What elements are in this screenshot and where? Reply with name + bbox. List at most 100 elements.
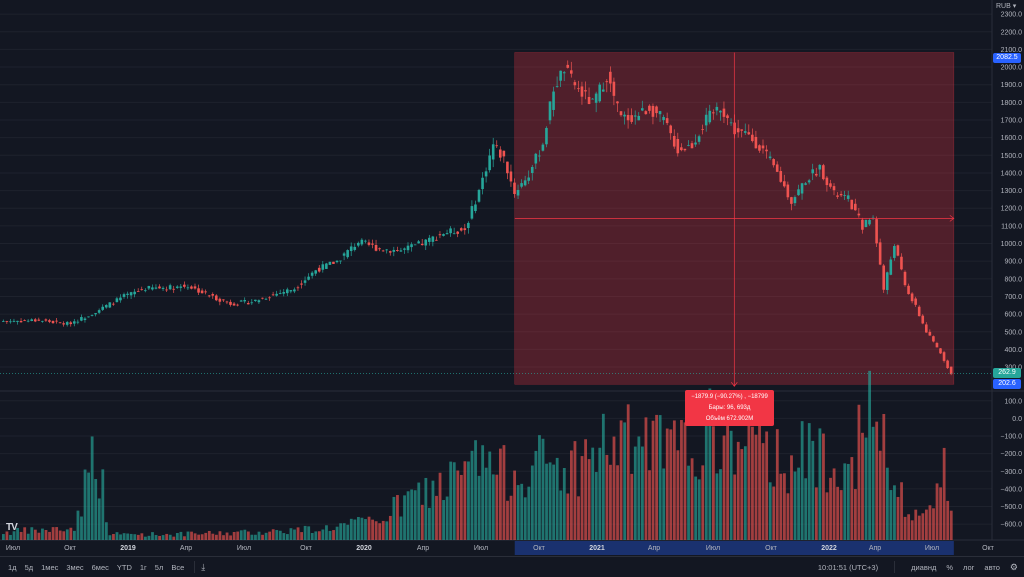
candle-body — [715, 106, 719, 111]
candle-body — [854, 203, 857, 211]
volume-bar — [768, 482, 772, 540]
volume-bar — [573, 441, 577, 540]
volume-bar — [41, 528, 44, 540]
volume-bar — [119, 534, 122, 540]
volume-bar — [154, 535, 158, 540]
volume-bar — [16, 527, 19, 540]
currency-selector[interactable]: RUB ▾ — [996, 3, 1017, 10]
candle-body — [740, 129, 743, 131]
volume-bar — [680, 420, 683, 540]
volume-bar — [683, 422, 687, 540]
volume-bar — [268, 531, 272, 540]
volume-bar — [392, 496, 396, 540]
settings-icon[interactable]: ⚙ — [1009, 561, 1018, 572]
volume-bar — [491, 474, 495, 540]
volume-bar — [580, 456, 584, 540]
clock-display[interactable]: 10:01:51 (UTC+3) — [817, 562, 879, 572]
candle-body — [648, 105, 651, 111]
candle-body — [644, 111, 648, 115]
scale-adjust-button[interactable]: диавнд — [911, 562, 937, 572]
volume-bar — [438, 472, 442, 540]
candle-body — [701, 129, 704, 131]
volume-bar — [885, 467, 889, 540]
chart-canvas[interactable]: 2300.0 2200.0 2100.0 2000.0 1900.0 1800.0 1700… — [0, 0, 1024, 556]
volume-bar — [87, 472, 90, 540]
volume-bar — [339, 523, 343, 540]
candle-body — [388, 251, 392, 253]
volume-bar — [818, 428, 822, 540]
range-1m-button[interactable]: 1мес — [41, 562, 59, 572]
candle-body — [672, 135, 676, 147]
volume-bar — [381, 520, 385, 540]
volume-bar — [65, 529, 69, 540]
candle-body — [914, 298, 917, 305]
candle-body — [790, 197, 793, 204]
candle-body — [939, 348, 942, 354]
volume-bar — [935, 483, 939, 540]
candle-body — [360, 239, 364, 245]
volume-bar — [513, 470, 516, 540]
volume-bar — [229, 535, 232, 540]
volume-bar — [144, 536, 147, 540]
volume-bar — [317, 531, 321, 540]
volume-bar — [719, 469, 722, 540]
range-5y-button[interactable]: 5л — [154, 562, 164, 572]
candle-body — [722, 108, 726, 117]
volume-bar — [910, 520, 914, 540]
candle-body — [250, 302, 254, 304]
volume-bar — [417, 482, 421, 540]
volume-bar — [367, 516, 371, 540]
range-1y-button[interactable]: 1г — [139, 562, 147, 572]
candle-body — [577, 88, 580, 90]
candle-body — [669, 125, 672, 134]
range-5d-button[interactable]: 5д — [24, 562, 34, 572]
range-3m-button[interactable]: 3мес — [66, 562, 84, 572]
candle-body — [680, 147, 683, 151]
volume-bar — [783, 473, 786, 540]
candle-body — [932, 336, 935, 342]
volume-bar — [410, 489, 414, 540]
candle-body — [87, 316, 90, 318]
volume-bar — [314, 531, 318, 540]
auto-scale-button[interactable]: авто — [984, 562, 1000, 572]
candle-body — [172, 288, 175, 290]
range-1d-button[interactable]: 1д — [8, 562, 17, 572]
time-tick-label: 2022 — [821, 545, 837, 552]
volume-bar — [353, 519, 357, 540]
candle-body — [832, 186, 836, 191]
volume-bar — [555, 457, 559, 540]
range-all-button[interactable]: Все — [171, 562, 185, 572]
range-ytd-button[interactable]: YTD — [116, 562, 132, 572]
volume-bar — [761, 443, 765, 540]
candle-body — [506, 161, 509, 174]
candle-body — [885, 272, 889, 291]
volume-bar — [477, 475, 481, 540]
candle-body — [541, 144, 545, 151]
candle-body — [545, 127, 548, 145]
volume-bar — [378, 523, 382, 540]
candle-body — [889, 259, 893, 275]
volume-bar — [278, 530, 282, 540]
candle-body — [751, 134, 754, 142]
log-scale-button[interactable]: лог — [963, 562, 975, 572]
volume-bar — [775, 429, 779, 540]
goto-date-icon[interactable]: ⤓ — [201, 561, 206, 572]
candle-body — [271, 294, 275, 296]
volume-bar — [488, 451, 492, 540]
candle-body — [601, 89, 605, 92]
volume-bar — [669, 429, 673, 540]
volume-bar — [122, 533, 126, 540]
candle-body — [616, 101, 619, 104]
candle-body — [37, 319, 41, 321]
volume-bar — [282, 533, 286, 540]
volume-bar — [136, 534, 140, 540]
range-6m-button[interactable]: 6мес — [91, 562, 109, 572]
candle-body — [683, 148, 687, 151]
volume-bar — [502, 445, 506, 540]
candle-body — [935, 343, 939, 348]
volume-bar — [271, 529, 275, 540]
percent-scale-button[interactable]: % — [946, 562, 954, 572]
volume-bar — [246, 531, 250, 540]
volume-bar — [90, 436, 94, 540]
volume-bar — [616, 465, 619, 540]
